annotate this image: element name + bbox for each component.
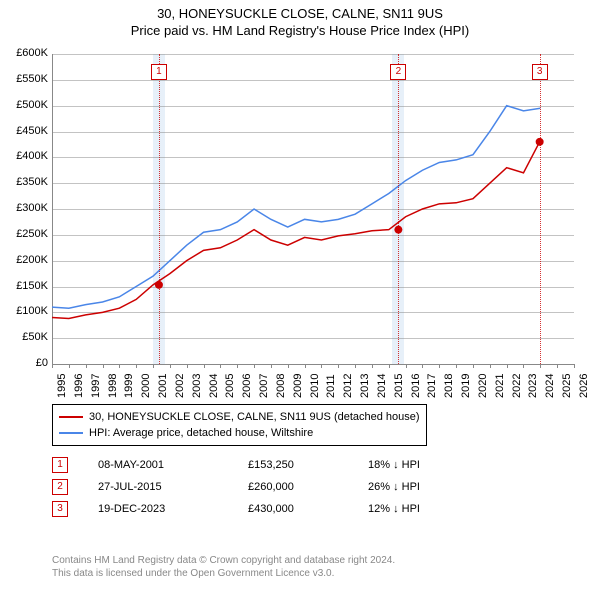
chart-lines xyxy=(0,6,600,406)
sale-marker: 1 xyxy=(151,64,167,80)
legend-swatch xyxy=(59,416,83,418)
sale-table-row: 1 08-MAY-2001£153,25018% ↓ HPI xyxy=(52,454,488,476)
sale-date: 08-MAY-2001 xyxy=(98,459,248,471)
legend-label: HPI: Average price, detached house, Wilt… xyxy=(89,427,313,439)
footer-text: Contains HM Land Registry data © Crown c… xyxy=(52,554,395,580)
hpi-line xyxy=(52,106,540,309)
legend-row: 30, HONEYSUCKLE CLOSE, CALNE, SN11 9US (… xyxy=(59,409,420,425)
sale-table-row: 2 27-JUL-2015£260,00026% ↓ HPI xyxy=(52,476,488,498)
legend-row: HPI: Average price, detached house, Wilt… xyxy=(59,425,420,441)
sale-price: £260,000 xyxy=(248,481,368,493)
sale-row-marker: 2 xyxy=(52,479,68,495)
sale-price: £430,000 xyxy=(248,503,368,515)
sale-vline xyxy=(398,54,399,364)
price-line xyxy=(52,142,540,319)
legend-label: 30, HONEYSUCKLE CLOSE, CALNE, SN11 9US (… xyxy=(89,411,420,423)
sale-row-marker: 1 xyxy=(52,457,68,473)
sale-date: 19-DEC-2023 xyxy=(98,503,248,515)
sale-date: 27-JUL-2015 xyxy=(98,481,248,493)
sale-table: 1 08-MAY-2001£153,25018% ↓ HPI 2 27-JUL-201… xyxy=(52,454,488,520)
container: 30, HONEYSUCKLE CLOSE, CALNE, SN11 9US P… xyxy=(0,6,600,596)
sale-price: £153,250 xyxy=(248,459,368,471)
sale-delta: 26% ↓ HPI xyxy=(368,481,488,493)
sale-delta: 18% ↓ HPI xyxy=(368,459,488,471)
sale-table-row: 3 19-DEC-2023£430,00012% ↓ HPI xyxy=(52,498,488,520)
footer-line1: Contains HM Land Registry data © Crown c… xyxy=(52,554,395,567)
sale-vline xyxy=(540,54,541,364)
sale-marker: 3 xyxy=(532,64,548,80)
footer-line2: This data is licensed under the Open Gov… xyxy=(52,567,395,580)
sale-marker: 2 xyxy=(390,64,406,80)
sale-row-marker: 3 xyxy=(52,501,68,517)
sale-delta: 12% ↓ HPI xyxy=(368,503,488,515)
legend-box: 30, HONEYSUCKLE CLOSE, CALNE, SN11 9US (… xyxy=(52,404,427,446)
legend-swatch xyxy=(59,432,83,434)
sale-vline xyxy=(159,54,160,364)
